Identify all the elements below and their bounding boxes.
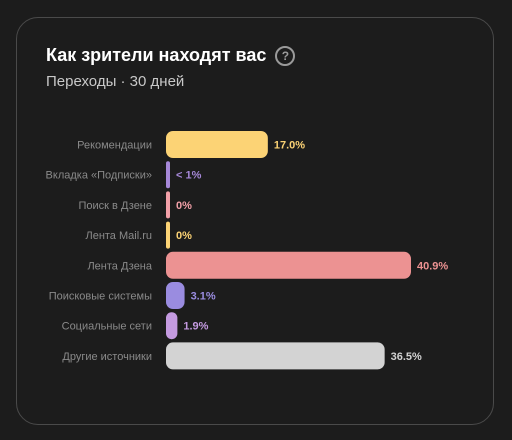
category-label: Поисковые системы xyxy=(49,291,152,303)
bar[interactable] xyxy=(166,312,178,340)
bar[interactable] xyxy=(166,131,268,158)
value-label: 17.0% xyxy=(274,140,305,152)
bar[interactable] xyxy=(166,251,411,279)
bar[interactable] xyxy=(166,282,185,309)
value-label: 36.5% xyxy=(391,351,422,363)
bar[interactable] xyxy=(166,161,170,189)
card-subtitle: Переходы · 30 дней xyxy=(46,73,185,90)
category-label: Другие источники xyxy=(62,351,152,363)
card-title: Как зрители находят вас xyxy=(46,45,267,65)
value-label: 1.9% xyxy=(183,321,208,333)
category-label: Социальные сети xyxy=(62,321,152,333)
category-label: Поиск в Дзене xyxy=(79,200,152,212)
bar[interactable] xyxy=(166,191,170,219)
category-label: Рекомендации xyxy=(77,140,152,152)
category-label: Лента Дзена xyxy=(87,260,152,272)
bar[interactable] xyxy=(166,221,170,249)
traffic-sources-card: Как зрители находят вас ? Переходы · 30 … xyxy=(16,17,494,425)
card-header: Как зрители находят вас ? xyxy=(46,45,296,66)
bar[interactable] xyxy=(166,342,385,370)
value-label: 40.9% xyxy=(417,260,448,272)
value-label: 3.1% xyxy=(191,291,216,303)
value-label: < 1% xyxy=(176,170,202,182)
value-label: 0% xyxy=(176,230,192,242)
value-label: 0% xyxy=(176,200,192,212)
traffic-bar-chart: Рекомендации 17.0% Вкладка «Подписки» < 1% П… xyxy=(46,131,448,370)
category-label: Лента Mail.ru xyxy=(85,230,152,242)
category-label: Вкладка «Подписки» xyxy=(46,170,152,182)
question-circle-icon[interactable]: ? xyxy=(275,45,296,66)
